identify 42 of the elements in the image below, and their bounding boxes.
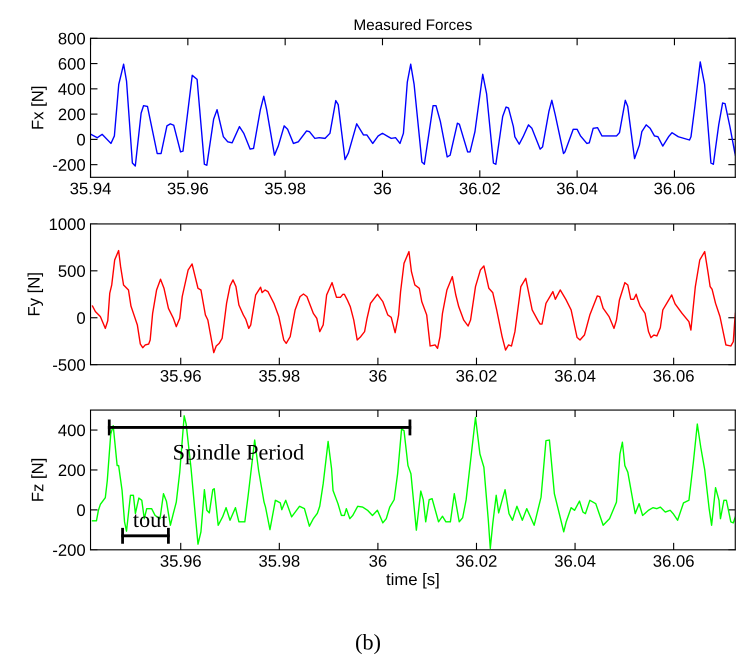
y-tick-label: 400 xyxy=(58,424,86,436)
y-tick-label: 400 xyxy=(58,83,86,96)
y-tick-label: 1000 xyxy=(50,218,86,230)
x-tick-label: 36.02 xyxy=(460,182,500,194)
x-tick-label: 36 xyxy=(374,182,392,194)
x-tick-label: 36.04 xyxy=(556,182,598,194)
x-tick-label: 36.02 xyxy=(456,370,496,382)
y-tick-label: -500 xyxy=(53,359,86,371)
x-tick-label: 36.02 xyxy=(456,555,496,567)
line-series xyxy=(92,250,736,354)
x-tick-label: 36.06 xyxy=(654,182,695,194)
y-tick-label: 800 xyxy=(58,32,86,45)
y-tick-label: 0 xyxy=(77,504,86,516)
chart-title: Measured Forces xyxy=(354,18,472,30)
x-tick-label: 35.96 xyxy=(160,555,201,567)
x-tick-label: 35.98 xyxy=(259,370,300,382)
y-axis-title: Fy [N] xyxy=(28,273,44,316)
y-axis-title: Fz [N] xyxy=(31,458,47,501)
x-tick-label: 36.04 xyxy=(554,555,596,567)
x-tick-label: 36 xyxy=(369,370,386,382)
x-tick-label: 36 xyxy=(369,555,386,567)
y-tick-label: 600 xyxy=(58,58,86,70)
annotation: tout xyxy=(133,514,168,528)
y-tick-label: -200 xyxy=(53,544,86,556)
y-tick-label: 0 xyxy=(77,134,86,146)
x-tick-label: 35.96 xyxy=(160,370,201,382)
x-tick-label: 35.98 xyxy=(259,555,300,567)
y-tick-label: -200 xyxy=(53,159,86,171)
x-tick-label: 36.04 xyxy=(554,370,596,382)
y-tick-label: 500 xyxy=(58,265,86,278)
x-tick-label: 36.06 xyxy=(653,555,694,567)
y-tick-label: 0 xyxy=(77,312,86,324)
x-tick-label: 35.98 xyxy=(264,182,306,194)
y-tick-label: 200 xyxy=(58,108,86,120)
y-axis-title: Fx [N] xyxy=(31,86,47,129)
text: (b) xyxy=(356,634,380,654)
x-axis-title: time [s] xyxy=(386,572,439,589)
x-tick-label: 35.96 xyxy=(168,182,208,194)
x-tick-label: 35.94 xyxy=(70,182,111,194)
y-tick-label: 200 xyxy=(58,464,86,476)
x-tick-label: 36.06 xyxy=(653,370,694,382)
line-series xyxy=(90,61,736,167)
